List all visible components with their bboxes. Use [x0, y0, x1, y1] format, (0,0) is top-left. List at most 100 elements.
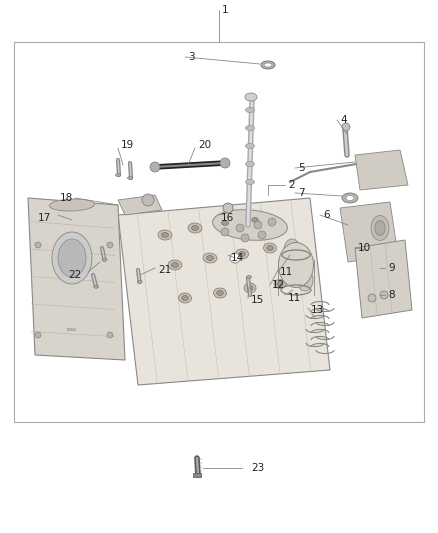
Text: 15: 15 [251, 295, 264, 305]
Text: 11: 11 [288, 293, 301, 303]
Ellipse shape [222, 221, 229, 225]
Ellipse shape [246, 125, 254, 131]
Ellipse shape [277, 282, 283, 286]
Ellipse shape [137, 280, 142, 284]
Circle shape [35, 332, 41, 338]
Polygon shape [118, 195, 162, 215]
Ellipse shape [127, 176, 133, 180]
Text: 6: 6 [323, 210, 330, 220]
Ellipse shape [206, 255, 213, 261]
Circle shape [35, 242, 41, 248]
Circle shape [230, 253, 240, 263]
Ellipse shape [246, 161, 254, 166]
Circle shape [368, 294, 376, 302]
Circle shape [107, 242, 113, 248]
Ellipse shape [246, 143, 254, 149]
Text: 11: 11 [280, 267, 293, 277]
Ellipse shape [58, 239, 86, 277]
Text: 8: 8 [388, 290, 395, 300]
Text: 5: 5 [298, 163, 304, 173]
Ellipse shape [252, 217, 258, 222]
Ellipse shape [247, 276, 251, 279]
Bar [14, 42, 424, 422]
Ellipse shape [179, 293, 191, 303]
Text: 13: 13 [311, 305, 324, 315]
Text: 9: 9 [388, 263, 395, 273]
Ellipse shape [297, 269, 313, 291]
Text: 1: 1 [222, 5, 229, 15]
Polygon shape [340, 202, 398, 262]
Text: 23: 23 [251, 463, 264, 473]
Text: NNNA: NNNA [67, 328, 77, 332]
Ellipse shape [218, 218, 232, 228]
Polygon shape [355, 150, 408, 190]
Text: 17: 17 [38, 213, 51, 223]
Ellipse shape [346, 196, 354, 200]
Ellipse shape [371, 215, 389, 240]
Circle shape [380, 291, 388, 299]
Circle shape [254, 221, 262, 229]
Ellipse shape [168, 260, 182, 270]
Ellipse shape [217, 290, 223, 295]
Circle shape [236, 224, 244, 232]
Circle shape [107, 332, 113, 338]
Circle shape [241, 234, 249, 242]
Ellipse shape [279, 243, 314, 287]
Ellipse shape [158, 230, 172, 240]
Circle shape [142, 194, 154, 206]
Ellipse shape [236, 249, 248, 259]
Ellipse shape [267, 246, 273, 251]
Circle shape [268, 218, 276, 226]
Ellipse shape [264, 63, 272, 67]
Ellipse shape [116, 174, 120, 176]
Polygon shape [28, 198, 125, 360]
Ellipse shape [203, 253, 217, 263]
Ellipse shape [191, 225, 198, 230]
Text: 10: 10 [358, 243, 371, 253]
Circle shape [223, 203, 233, 213]
Ellipse shape [162, 232, 169, 238]
Text: 2: 2 [288, 180, 295, 190]
Text: 18: 18 [60, 193, 73, 203]
Ellipse shape [264, 243, 276, 253]
Ellipse shape [246, 108, 254, 112]
Ellipse shape [172, 262, 179, 268]
Ellipse shape [248, 215, 261, 225]
Text: 21: 21 [158, 265, 171, 275]
Ellipse shape [246, 180, 254, 184]
Bar [193, 473, 201, 477]
Ellipse shape [247, 286, 253, 290]
Ellipse shape [52, 232, 92, 284]
Circle shape [221, 228, 229, 236]
Text: 22: 22 [68, 270, 81, 280]
Text: 12: 12 [272, 280, 285, 290]
Ellipse shape [284, 239, 300, 261]
Polygon shape [355, 240, 412, 318]
Circle shape [220, 158, 230, 168]
Ellipse shape [94, 285, 99, 288]
Ellipse shape [182, 295, 188, 301]
Ellipse shape [188, 223, 202, 233]
Ellipse shape [261, 61, 275, 69]
Text: 16: 16 [221, 213, 234, 223]
Circle shape [258, 231, 266, 239]
Ellipse shape [342, 193, 358, 203]
Text: 19: 19 [121, 140, 134, 150]
Text: 14: 14 [231, 253, 244, 263]
Ellipse shape [212, 209, 287, 240]
Ellipse shape [274, 279, 286, 288]
Ellipse shape [213, 288, 226, 298]
Text: 20: 20 [198, 140, 211, 150]
Polygon shape [118, 198, 330, 385]
Ellipse shape [245, 93, 257, 101]
Circle shape [342, 123, 350, 131]
Ellipse shape [239, 252, 245, 256]
Text: 4: 4 [340, 115, 346, 125]
Text: 3: 3 [188, 52, 194, 62]
Ellipse shape [375, 221, 385, 236]
Ellipse shape [49, 199, 95, 211]
Ellipse shape [244, 283, 256, 293]
Ellipse shape [102, 258, 107, 261]
Circle shape [150, 162, 160, 172]
Text: 7: 7 [298, 188, 304, 198]
